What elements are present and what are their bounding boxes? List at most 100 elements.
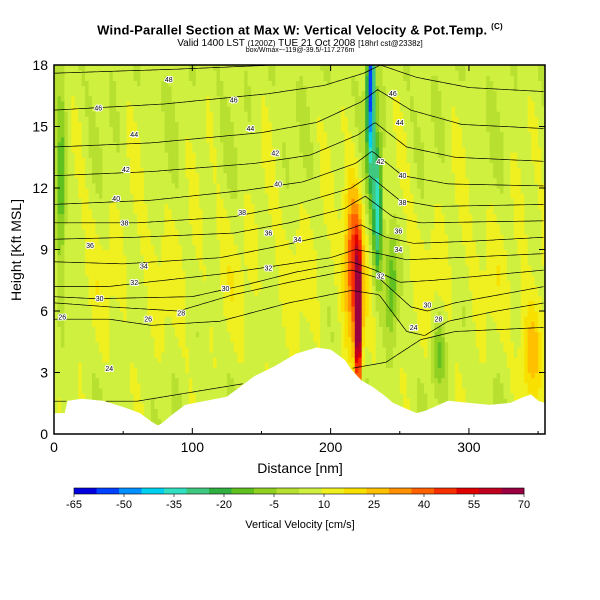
contour-label: 44 xyxy=(130,132,138,139)
colorbar-tick-label: -65 xyxy=(66,499,82,511)
colorbar-swatch xyxy=(389,488,412,494)
contour-label: 34 xyxy=(395,247,403,254)
colorbar-swatch xyxy=(254,488,277,494)
contour-label: 48 xyxy=(165,77,173,84)
contour-label: 26 xyxy=(144,317,152,324)
contour-label: 28 xyxy=(435,317,443,324)
colorbar-tick-label: 55 xyxy=(468,499,480,511)
colorbar-swatch xyxy=(456,488,480,494)
x-tick-label: 200 xyxy=(319,439,343,455)
x-tick-label: 0 xyxy=(50,439,58,455)
colorbar-tick-label: 40 xyxy=(418,499,430,511)
y-tick-label: 3 xyxy=(40,365,48,381)
colorbar: -65 -50 -35 -20 -5 10 25 40 55 70 xyxy=(66,487,530,511)
colorbar-swatch xyxy=(344,488,367,494)
contour-label: 24 xyxy=(410,325,418,332)
x-axis-label: Distance [nm] xyxy=(257,460,343,476)
contour-label: 42 xyxy=(377,159,385,166)
terrain-shape xyxy=(54,347,545,434)
contour-label: 24 xyxy=(105,366,113,373)
contour-label: 30 xyxy=(222,286,230,293)
contour-label: 38 xyxy=(399,200,407,207)
colorbar-swatch xyxy=(479,488,502,494)
contour-label: 36 xyxy=(265,231,273,238)
contour-label: 38 xyxy=(238,210,246,217)
theta-contour-30 xyxy=(54,261,544,300)
y-tick-label: 18 xyxy=(32,57,48,73)
theta-contour-46 xyxy=(54,65,544,111)
colorbar-swatch xyxy=(366,488,390,494)
colorbar-swatch xyxy=(299,488,322,494)
contour-label: 34 xyxy=(140,263,148,270)
colorbar-swatch xyxy=(164,488,187,494)
theta-contour-48 xyxy=(54,65,544,74)
colorbar-swatch xyxy=(141,488,165,494)
potential-temperature-contours xyxy=(54,65,544,402)
contour-label: 34 xyxy=(294,237,302,244)
contour-label: 30 xyxy=(96,296,104,303)
colorbar-tick-label: 25 xyxy=(368,499,380,511)
colorbar-label: Vertical Velocity [cm/s] xyxy=(245,519,355,531)
contour-label: 44 xyxy=(396,120,404,127)
valid-time: Valid 1400 LST (1200Z) TUE 21 Oct 2008 [… xyxy=(177,38,423,49)
contour-label: 36 xyxy=(395,229,403,236)
contour-label: 30 xyxy=(424,302,432,309)
x-tick-label: 300 xyxy=(457,439,481,455)
colorbar-swatch xyxy=(231,488,255,494)
x-axis-ticks: 0 100 200 300 xyxy=(50,65,539,455)
theta-contour-32 xyxy=(54,249,544,287)
chart-subtitle: box/Wmax~-119@-39.5/-117.276m xyxy=(245,47,355,54)
theta-contour-42 xyxy=(54,122,544,177)
y-tick-label: 15 xyxy=(32,119,48,135)
contour-label: 32 xyxy=(377,274,385,281)
colorbar-swatch xyxy=(119,488,142,494)
theta-contour-24 xyxy=(54,327,544,402)
y-tick-label: 9 xyxy=(40,242,48,258)
colorbar-tick-label: -5 xyxy=(269,499,279,511)
chart-title: Wind-Parallel Section at Max W: Vertical… xyxy=(97,22,503,38)
contour-label: 46 xyxy=(230,97,238,104)
colorbar-swatch xyxy=(434,488,457,494)
contour-labels: 48 46 46 46 44 44 44 42 42 42 40 40 40 38 38 38 36 36 36 34… xyxy=(57,76,443,374)
colorbar-tick-label: 70 xyxy=(518,499,530,511)
contour-label: 28 xyxy=(177,311,185,318)
colorbar-swatch xyxy=(209,488,232,494)
contour-label: 32 xyxy=(265,266,273,273)
contour-label: 38 xyxy=(121,220,129,227)
contour-label: 32 xyxy=(130,280,138,287)
colorbar-frame xyxy=(73,487,525,495)
contour-label: 46 xyxy=(94,106,102,113)
contour-label: 42 xyxy=(271,151,279,158)
contour-label: 26 xyxy=(58,315,66,322)
colorbar-swatch xyxy=(411,488,435,494)
colorbar-swatch xyxy=(74,488,97,494)
contour-label: 40 xyxy=(112,196,120,203)
colorbar-tick-label: 10 xyxy=(318,499,330,511)
colorbar-swatch xyxy=(501,488,525,494)
colorbar-swatch xyxy=(186,488,210,494)
contour-label: 42 xyxy=(122,167,130,174)
colorbar-swatch xyxy=(276,488,300,494)
contour-label: 46 xyxy=(389,91,397,98)
contour-label: 36 xyxy=(86,243,94,250)
colorbar-tick-label: -50 xyxy=(116,499,132,511)
theta-contour-44 xyxy=(54,89,544,148)
y-axis-label: Height [Kft MSL] xyxy=(8,199,24,301)
colorbar-swatch xyxy=(96,488,120,494)
colorbar-swatch xyxy=(321,488,345,494)
colorbar-tick-label: -35 xyxy=(166,499,182,511)
y-tick-label: 6 xyxy=(40,303,48,319)
theta-contour-38 xyxy=(54,175,544,224)
x-tick-label: 100 xyxy=(181,439,205,455)
theta-contour-40 xyxy=(54,151,544,205)
theta-contour-34 xyxy=(54,224,544,265)
theta-contour-28 xyxy=(54,269,544,312)
colorbar-tick-label: -20 xyxy=(216,499,232,511)
y-tick-label: 0 xyxy=(40,426,48,442)
terrain-mask xyxy=(54,347,545,434)
contour-label: 44 xyxy=(247,126,255,133)
theta-contour-26 xyxy=(54,290,544,336)
contour-label: 40 xyxy=(399,173,407,180)
